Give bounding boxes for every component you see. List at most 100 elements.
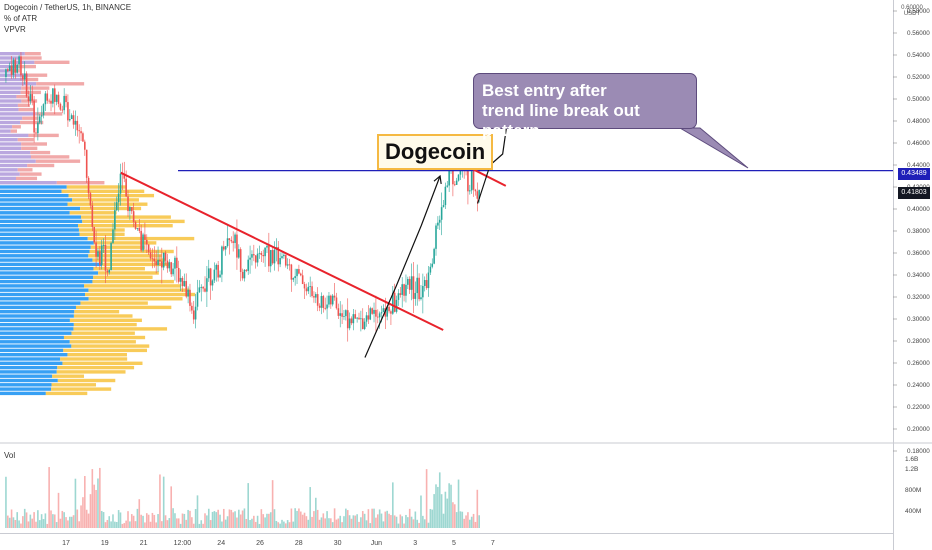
volume-profile-bar (69, 340, 136, 344)
volume-bar (420, 495, 422, 528)
volume-bar (269, 512, 272, 528)
volume-bar (59, 518, 62, 528)
volume-bar (444, 491, 447, 528)
volume-bar (361, 511, 364, 528)
volume-bar (119, 512, 122, 528)
volume-profile-bar (0, 206, 81, 211)
volume-bar (112, 514, 114, 528)
candle-body (354, 314, 357, 319)
volume-profile-bar (57, 365, 135, 370)
candle-body (70, 115, 73, 120)
volume-profile-bar (0, 365, 58, 370)
candle-body (318, 305, 321, 308)
candle-body (271, 250, 274, 264)
candle-body (238, 249, 240, 258)
y-tick-label: 0.22000 (907, 404, 930, 411)
volume-bar (72, 515, 75, 528)
volume-bar (16, 512, 19, 528)
candle-body (198, 287, 201, 293)
volume-bar (273, 509, 276, 528)
volume-profile-bar (69, 211, 117, 215)
volume-profile-bar (0, 181, 57, 185)
volume-bar (127, 511, 129, 528)
volume-bar (22, 516, 24, 528)
volume-bar (166, 520, 169, 528)
volume-bar (298, 508, 300, 528)
candle-body (35, 132, 37, 134)
candle-body (243, 269, 246, 279)
candle-body (44, 93, 47, 105)
y-tick-label: 0.58000 (907, 8, 930, 15)
candle-body (292, 278, 295, 280)
volume-profile-bar (80, 206, 142, 211)
volume-profile-bar (63, 335, 146, 340)
x-tick-label: 3 (413, 540, 417, 547)
candle-body (63, 95, 65, 111)
volume-profile-bar (0, 168, 18, 172)
volume-bar (78, 521, 80, 528)
volume-profile-bar (28, 73, 48, 77)
volume-bar (271, 480, 274, 528)
y-tick-label: 0.32000 (907, 294, 930, 301)
candle-body (290, 264, 293, 280)
volume-bar (108, 516, 111, 528)
volume-bar (369, 523, 372, 528)
volume-bar (343, 516, 345, 528)
volume-profile-bar (0, 120, 21, 125)
volume-bar (450, 484, 452, 528)
volume-bar (470, 516, 473, 528)
volume-bar (418, 522, 420, 528)
volume-bar (97, 478, 99, 528)
volume-bar (328, 518, 330, 528)
volume-profile-bar (16, 95, 28, 99)
volume-profile-bar (0, 327, 74, 331)
candle-body (40, 115, 43, 117)
volume-bar (114, 521, 116, 528)
candle-body (390, 311, 392, 314)
volume-profile-bar (85, 292, 196, 297)
candle-body (322, 295, 325, 308)
candle-body (207, 268, 210, 279)
x-tick-label: 28 (295, 540, 303, 547)
volume-bar (429, 508, 432, 528)
y-tick-label: 0.34000 (907, 272, 930, 279)
level-price-tag: 0.43489 (898, 168, 930, 180)
candle-body (179, 277, 182, 282)
volume-bar (206, 515, 208, 528)
volume-profile-bar (22, 116, 39, 120)
candle-body (472, 171, 475, 190)
volume-bar (392, 482, 394, 528)
volume-bar (187, 509, 189, 528)
candle-body (20, 56, 22, 76)
candle-body (125, 178, 127, 197)
volume-profile-bar (92, 258, 166, 262)
candle-body (412, 276, 415, 299)
candle-body (46, 93, 49, 101)
volume-profile-bar (0, 142, 22, 146)
volume-bar (138, 499, 141, 528)
candle-body (245, 269, 248, 271)
volume-bar (275, 520, 278, 528)
candle-body (76, 120, 79, 131)
x-tick-label: 5 (452, 540, 456, 547)
candle-body (361, 318, 364, 330)
y-tick-label: 0.20000 (907, 426, 930, 433)
candle-body (200, 286, 203, 288)
volume-bar (93, 484, 96, 528)
candle-body (72, 115, 75, 125)
candle-body (260, 252, 263, 255)
x-tick-label: 17 (62, 540, 70, 547)
candle-body (67, 102, 69, 121)
volume-bar (10, 509, 13, 528)
volume-profile-bar (0, 112, 36, 116)
candle-body (142, 234, 144, 251)
volume-profile-bar (0, 314, 74, 318)
volume-bar (465, 515, 467, 528)
volume-bar (326, 511, 328, 528)
candle-body (57, 94, 60, 104)
volume-bar (410, 516, 413, 528)
candle-body (7, 69, 9, 71)
candle-body (161, 261, 163, 268)
volume-bar (55, 522, 58, 528)
